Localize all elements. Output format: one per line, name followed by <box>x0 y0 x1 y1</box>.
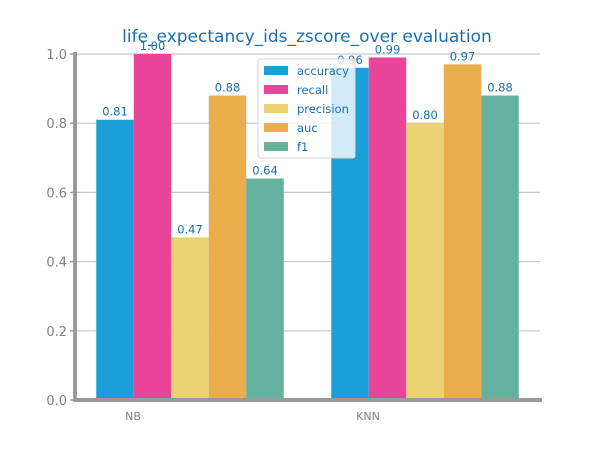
data-label-f1-knn: 0.88 <box>487 81 513 95</box>
y-tick-label: 0.6 <box>46 186 67 201</box>
bar-recall-nb <box>133 54 172 400</box>
axes: 0.0 0.2 0.4 0.6 0.8 1.0 NB KNN <box>46 48 542 423</box>
legend-label-auc: auc <box>297 121 318 135</box>
chart-title: life_expectancy_ids_zscore_over evaluati… <box>122 27 492 47</box>
y-tick-label: 0.4 <box>46 256 67 271</box>
legend: accuracy recall precision auc f1 <box>257 58 356 159</box>
legend-label-accuracy: accuracy <box>297 64 349 78</box>
bar-precision-nb <box>171 237 209 400</box>
bar-f1-nb <box>246 178 284 400</box>
bars <box>96 54 519 401</box>
legend-box <box>257 58 356 159</box>
bar-recall-knn <box>368 57 407 401</box>
x-tick-label-knn: KNN <box>356 410 380 423</box>
y-tick-label: 1.0 <box>46 48 67 63</box>
data-label-precision-nb: 0.47 <box>177 222 203 236</box>
data-label-auc-knn: 0.97 <box>450 49 476 63</box>
bar-accuracy-nb <box>96 119 134 401</box>
legend-label-recall: recall <box>297 83 328 97</box>
data-label-accuracy-nb: 0.81 <box>102 105 128 119</box>
legend-swatch-recall <box>264 85 288 94</box>
data-label-auc-nb: 0.88 <box>215 81 241 95</box>
data-label-f1-nb: 0.64 <box>252 164 278 178</box>
bar-auc-nb <box>208 95 247 401</box>
y-tick-label: 0.8 <box>46 117 67 132</box>
y-tick-label: 0.0 <box>46 394 67 409</box>
bar-precision-knn <box>406 123 444 400</box>
legend-swatch-auc <box>264 123 288 132</box>
legend-swatch-accuracy <box>264 66 288 75</box>
legend-label-precision: precision <box>297 102 349 116</box>
legend-label-f1: f1 <box>297 140 308 154</box>
data-label-precision-knn: 0.80 <box>412 108 438 122</box>
x-tick-label-nb: NB <box>125 410 141 423</box>
legend-swatch-precision <box>264 104 288 113</box>
data-label-recall-nb: 1.00 <box>140 39 166 53</box>
bar-auc-knn <box>443 64 482 400</box>
bar-f1-knn <box>481 95 519 401</box>
legend-swatch-f1 <box>264 142 288 151</box>
y-tick-label: 0.2 <box>46 325 67 340</box>
data-label-recall-knn: 0.99 <box>375 42 401 56</box>
